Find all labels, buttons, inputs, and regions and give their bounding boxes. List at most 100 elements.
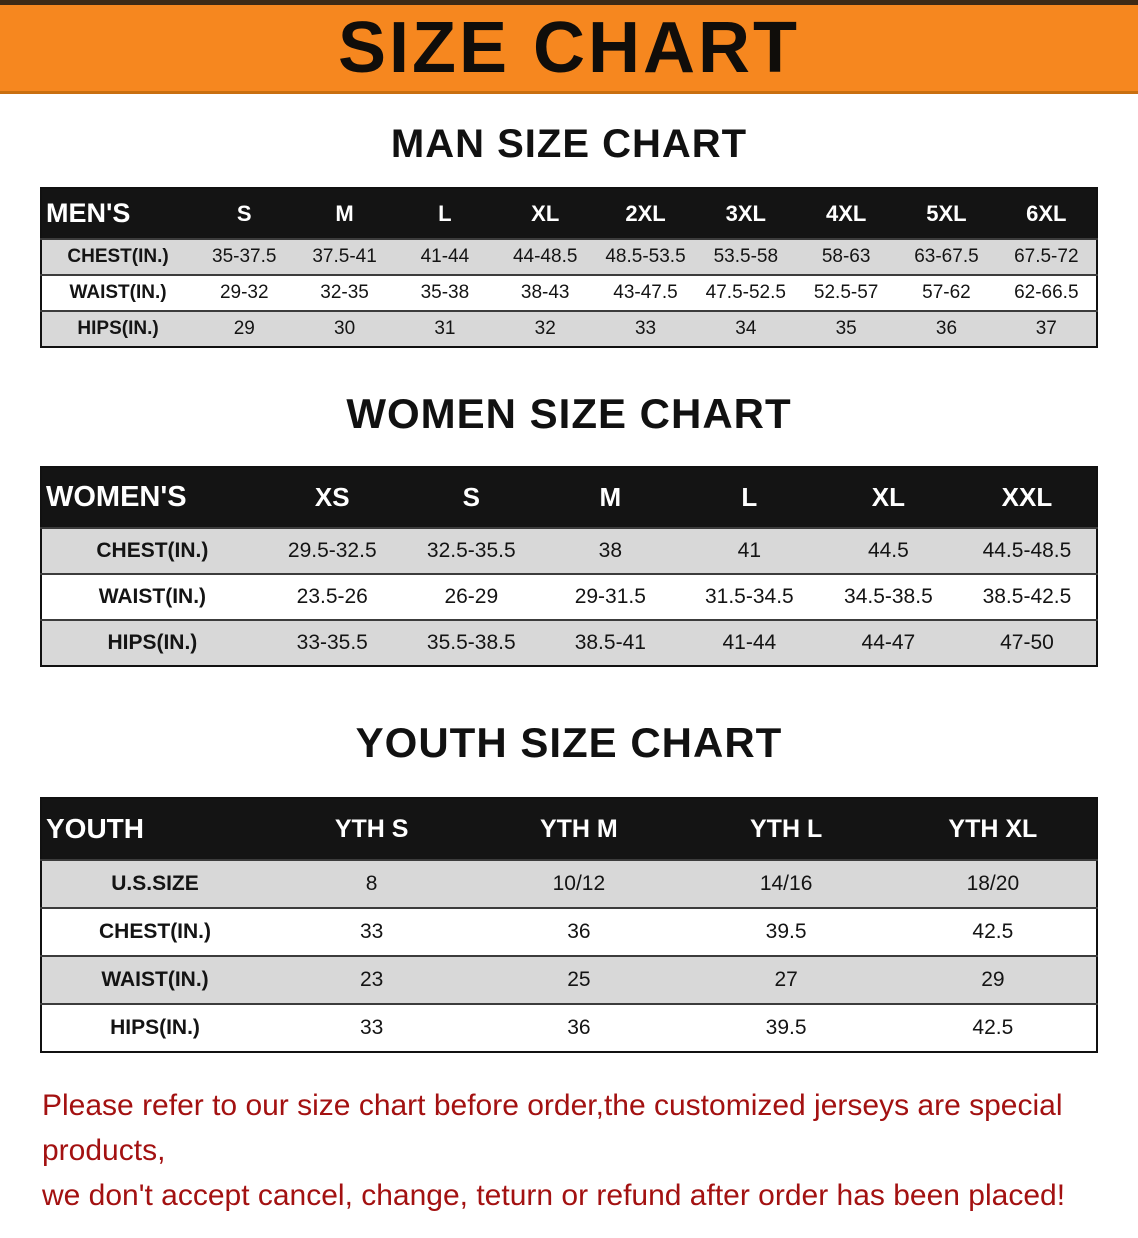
size-value-cell: 8 xyxy=(365,872,378,895)
youth-size-table: YOUTH YTH S YTH M YTH L YTH XL U.S.SIZE 8 10/12… xyxy=(40,797,1098,1053)
row-label: CHEST(IN.) xyxy=(96,539,209,562)
size-column-header: M xyxy=(294,188,395,239)
size-value-cell: 57-62 xyxy=(922,282,971,303)
size-column-header: YTH L xyxy=(682,798,890,860)
size-value-cell: 25 xyxy=(567,968,591,991)
size-value-cell: 36 xyxy=(935,318,958,339)
size-value-cell: 29 xyxy=(981,968,1005,991)
size-value-cell: 63-67.5 xyxy=(914,246,979,267)
size-value-cell: 32.5-35.5 xyxy=(426,539,516,562)
size-value-cell: 53.5-58 xyxy=(713,246,779,267)
size-column-header: 4XL xyxy=(795,188,897,239)
size-column-header: 3XL xyxy=(695,188,796,239)
size-value-cell: 26-29 xyxy=(444,585,499,608)
size-value-cell: 35-38 xyxy=(420,282,470,303)
size-value-cell: 42.5 xyxy=(972,1016,1014,1039)
size-column-header: XL xyxy=(495,188,596,239)
size-column-header: XL xyxy=(818,467,958,528)
section-youth: YOUTH SIZE CHART YOUTH YTH S YTH M YTH L YTH… xyxy=(0,719,1138,1053)
size-value-cell: 67.5-72 xyxy=(1014,246,1079,267)
size-value-cell: 48.5-53.5 xyxy=(605,246,686,267)
size-value-cell: 43-47.5 xyxy=(613,282,678,303)
size-value-cell: 52.5-57 xyxy=(813,282,879,303)
table-header-row: YOUTH YTH S YTH M YTH L YTH XL xyxy=(41,798,1097,860)
measurement-row: WAIST(IN.) 29-32 32-35 35-38 38-43 43-47.5 47.… xyxy=(41,275,1097,311)
size-column-header: YTH XL xyxy=(889,798,1097,860)
size-value-cell: 38 xyxy=(598,539,622,562)
size-column-header: L xyxy=(394,188,496,239)
size-value-cell: 31.5-34.5 xyxy=(704,585,794,608)
size-value-cell: 23 xyxy=(359,968,384,991)
measurement-row: WAIST(IN.) 23 25 27 29 xyxy=(41,956,1097,1004)
size-value-cell: 36 xyxy=(567,1016,591,1039)
size-value-cell: 41-44 xyxy=(722,631,777,654)
row-label: WAIST(IN.) xyxy=(101,968,209,991)
size-value-cell: 38-43 xyxy=(520,282,570,303)
size-column-header: M xyxy=(540,467,680,528)
size-value-cell: 33-35.5 xyxy=(296,631,368,654)
size-value-cell: 14/16 xyxy=(759,872,813,895)
size-value-cell: 29-32 xyxy=(219,282,269,303)
notice-line-1: Please refer to our size chart before or… xyxy=(42,1089,1063,1167)
size-value-cell: 33 xyxy=(359,920,384,943)
men-size-table: MEN'S S M L XL 2XL 3XL 4XL 5XL 6XL CHEST(IN.) 35-37… xyxy=(40,187,1098,348)
size-value-cell: 38.5-42.5 xyxy=(982,585,1072,608)
size-value-cell: 44.5-48.5 xyxy=(982,539,1072,562)
size-value-cell: 35 xyxy=(835,318,857,339)
size-value-cell: 34.5-38.5 xyxy=(844,585,933,608)
row-label: CHEST(IN.) xyxy=(67,246,169,267)
women-section-heading: WOMEN SIZE CHART xyxy=(346,390,792,437)
size-value-cell: 44.5 xyxy=(867,539,909,562)
size-column-header: 5XL xyxy=(896,188,997,239)
size-value-cell: 33 xyxy=(359,1016,384,1039)
size-value-cell: 36 xyxy=(567,920,591,943)
size-value-cell: 30 xyxy=(334,318,356,339)
row-label: WAIST(IN.) xyxy=(69,282,167,303)
row-label: U.S.SIZE xyxy=(111,872,199,895)
section-women: WOMEN SIZE CHART WOMEN'S XS S M L XL XXL CHEST(… xyxy=(0,390,1138,667)
size-value-cell: 33 xyxy=(634,318,657,339)
measurement-row: HIPS(IN.) 29 30 31 32 33 34 35 36 37 xyxy=(41,311,1097,347)
size-value-cell: 37 xyxy=(1035,318,1057,339)
measurement-row: HIPS(IN.) 33-35.5 35.5-38.5 38.5-41 41-44 44-… xyxy=(41,620,1097,666)
measurement-row: HIPS(IN.) 33 36 39.5 42.5 xyxy=(41,1004,1097,1052)
size-value-cell: 39.5 xyxy=(765,1016,807,1039)
table-header-row: WOMEN'S XS S M L XL XXL xyxy=(41,467,1097,528)
size-value-cell: 42.5 xyxy=(972,920,1014,943)
table-group-label: MEN'S xyxy=(41,188,195,239)
notice-line-2: we don't accept cancel, change, teturn o… xyxy=(42,1179,1066,1212)
size-column-header: S xyxy=(194,188,295,239)
size-value-cell: 47.5-52.5 xyxy=(705,282,786,303)
size-value-cell: 58-63 xyxy=(821,246,871,267)
page-title: SIZE CHART xyxy=(338,8,800,88)
size-value-cell: 44-48.5 xyxy=(512,246,578,267)
youth-section-heading: YOUTH SIZE CHART xyxy=(355,719,783,766)
size-value-cell: 29 xyxy=(233,318,255,339)
measurement-row: CHEST(IN.) 33 36 39.5 42.5 xyxy=(41,908,1097,956)
size-column-header: 6XL xyxy=(996,188,1097,239)
table-group-label: WOMEN'S xyxy=(41,467,263,528)
size-value-cell: 27 xyxy=(774,968,798,991)
size-value-cell: 47-50 xyxy=(1000,631,1054,654)
size-value-cell: 31 xyxy=(434,318,456,339)
measurement-row: CHEST(IN.) 35-37.5 37.5-41 41-44 44-48.5 48.5… xyxy=(41,239,1097,275)
row-label: HIPS(IN.) xyxy=(107,631,198,654)
size-value-cell: 35.5-38.5 xyxy=(426,631,516,654)
size-value-cell: 62-66.5 xyxy=(1014,282,1079,303)
row-label: WAIST(IN.) xyxy=(98,585,207,608)
size-column-header: XXL xyxy=(957,467,1097,528)
measurement-row: CHEST(IN.) 29.5-32.5 32.5-35.5 38 41 44.5 44.5… xyxy=(41,528,1097,574)
men-section-heading: MAN SIZE CHART xyxy=(390,122,748,166)
size-value-cell: 32-35 xyxy=(320,282,369,303)
banner: SIZE CHART xyxy=(0,0,1138,94)
size-column-header: S xyxy=(401,467,541,528)
size-column-header: YTH M xyxy=(475,798,683,860)
measurement-row: U.S.SIZE 8 10/12 14/16 18/20 xyxy=(41,860,1097,908)
size-value-cell: 35-37.5 xyxy=(212,246,277,267)
size-value-cell: 41-44 xyxy=(420,246,470,267)
size-column-header: XS xyxy=(262,467,402,528)
footer-notice: Please refer to our size chart before or… xyxy=(42,1083,1096,1218)
row-label: HIPS(IN.) xyxy=(77,318,159,339)
size-value-cell: 37.5-41 xyxy=(312,246,377,267)
row-label: CHEST(IN.) xyxy=(99,920,212,943)
